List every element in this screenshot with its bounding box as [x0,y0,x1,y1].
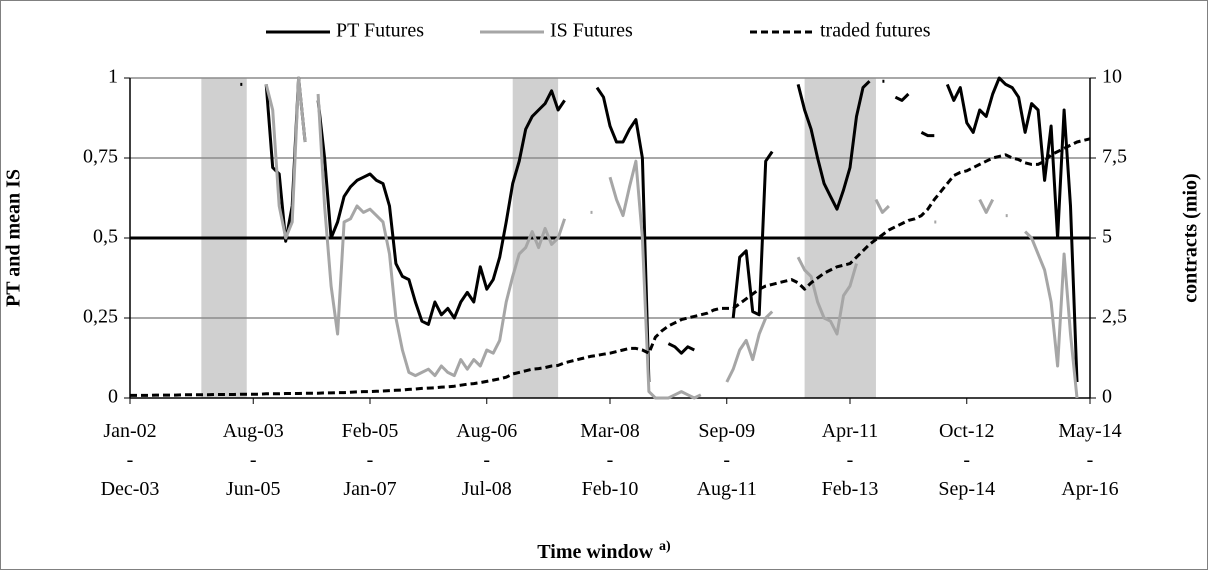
y2-tick-label: 0 [1102,386,1112,408]
x-tick-label-line: Apr-11 [822,420,879,442]
y2-tick-label: 2,5 [1102,306,1127,328]
y2-tick-label: 10 [1102,66,1122,88]
x-tick-label-line: Mar-08 [580,420,640,442]
y-tick-label: 0,25 [83,306,118,328]
x-tick-label-line: Jan-02 [103,420,156,442]
y-axis-title: PT and mean IS [3,169,25,307]
x-tick-label: Sep-09 - Aug-11 [697,420,757,500]
series-line [264,76,1079,400]
x-tick-label-line: Sep-09 [698,420,755,442]
x-tick-label-line: - [483,449,490,471]
y2-tick-label: 7,5 [1102,146,1127,168]
series-line [240,76,1079,383]
x-tick-label: Apr-11 - Feb-13 [822,420,879,500]
x-tick-label-line: - [127,449,134,471]
x-tick-label-line: Feb-13 [822,478,879,500]
y-tick-label: 0,5 [93,226,118,248]
x-tick-label-line: Feb-05 [342,420,399,442]
series-line [130,137,1091,397]
x-tick-label: Aug-06 - Jul-08 [456,420,517,500]
x-tick-label-line: Dec-03 [101,478,160,500]
x-axis-title-note: a) [659,539,671,554]
x-tick-label: May-14 - Apr-16 [1058,420,1121,500]
legend-label: PT Futures [336,20,424,42]
x-tick-label-line: Aug-03 [223,420,284,442]
x-tick-label-line: Oct-12 [939,420,995,442]
x-tick-label-line: - [367,449,374,471]
x-tick-label: Jan-02 - Dec-03 [101,420,160,500]
y2-axis-title: contracts (mio) [1180,173,1202,302]
x-tick-label-line: - [723,449,730,471]
x-tick-label-line: Sep-14 [938,478,995,500]
y-tick-label: 0,75 [83,146,118,168]
x-tick-label: Oct-12 - Sep-14 [938,420,995,500]
y-tick-label: 1 [108,66,118,88]
x-tick-label-line: Apr-16 [1061,478,1118,500]
legend-label: traded futures [820,20,931,42]
x-tick-label: Aug-03 - Jun-05 [223,420,284,500]
legend-label: IS Futures [550,20,633,42]
y-tick-label: 0 [108,386,118,408]
y2-tick-label: 5 [1102,226,1112,248]
x-tick-label-line: - [1087,449,1094,471]
x-axis-title: Time window a) [537,539,671,562]
x-tick-label-line: Jul-08 [462,478,512,500]
x-tick-label-line: May-14 [1058,420,1121,442]
x-tick-label-line: Jun-05 [226,478,280,500]
x-tick-label-line: - [847,449,854,471]
x-tick-label: Feb-05 - Jan-07 [342,420,399,500]
x-tick-label-line: Jan-07 [343,478,396,500]
x-tick-label-line: Aug-11 [697,478,757,500]
x-tick-label: Mar-08 - Feb-10 [580,420,640,500]
x-tick-label-line: - [607,449,614,471]
x-tick-label-line: Aug-06 [456,420,517,442]
x-tick-label-line: - [963,449,970,471]
x-axis-title-text: Time window [537,541,653,563]
x-tick-label-line: Feb-10 [582,478,639,500]
x-tick-label-line: - [250,449,257,471]
